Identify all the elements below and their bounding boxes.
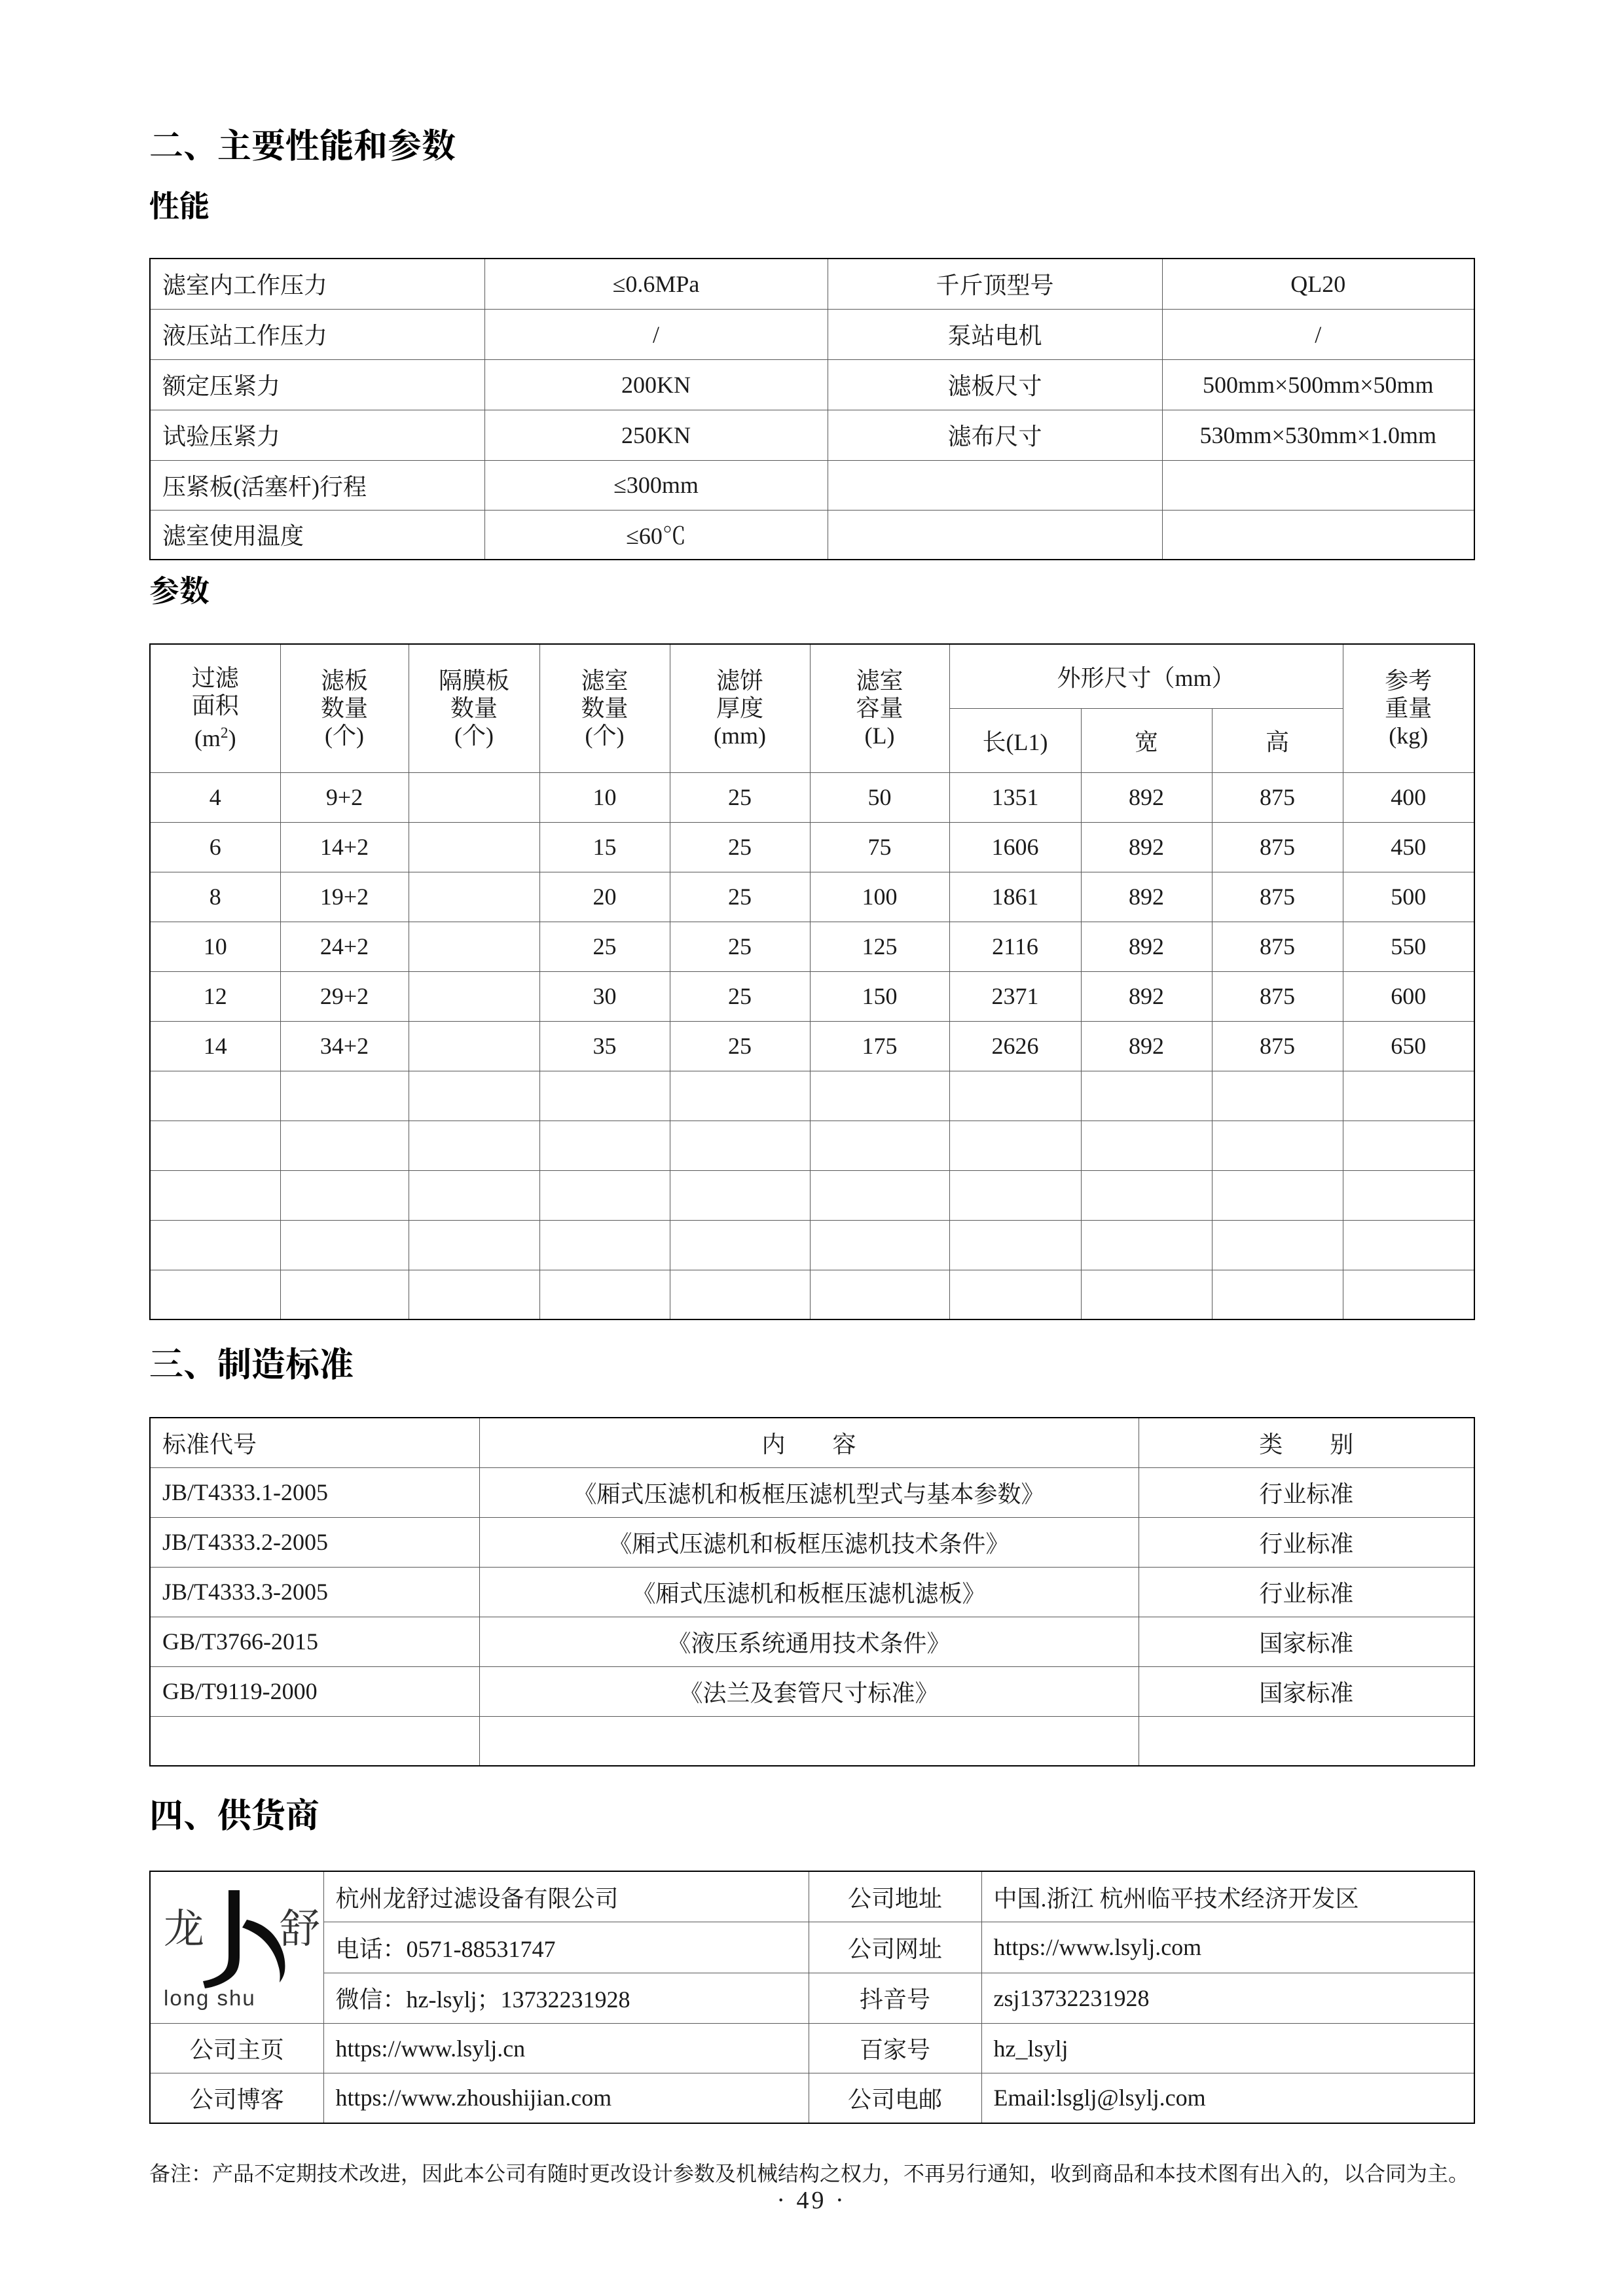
svg-text:龙: 龙 [164,1896,204,1954]
svg-text:舒: 舒 [280,1896,320,1954]
svg-text:long shu: long shu [164,1986,256,2010]
